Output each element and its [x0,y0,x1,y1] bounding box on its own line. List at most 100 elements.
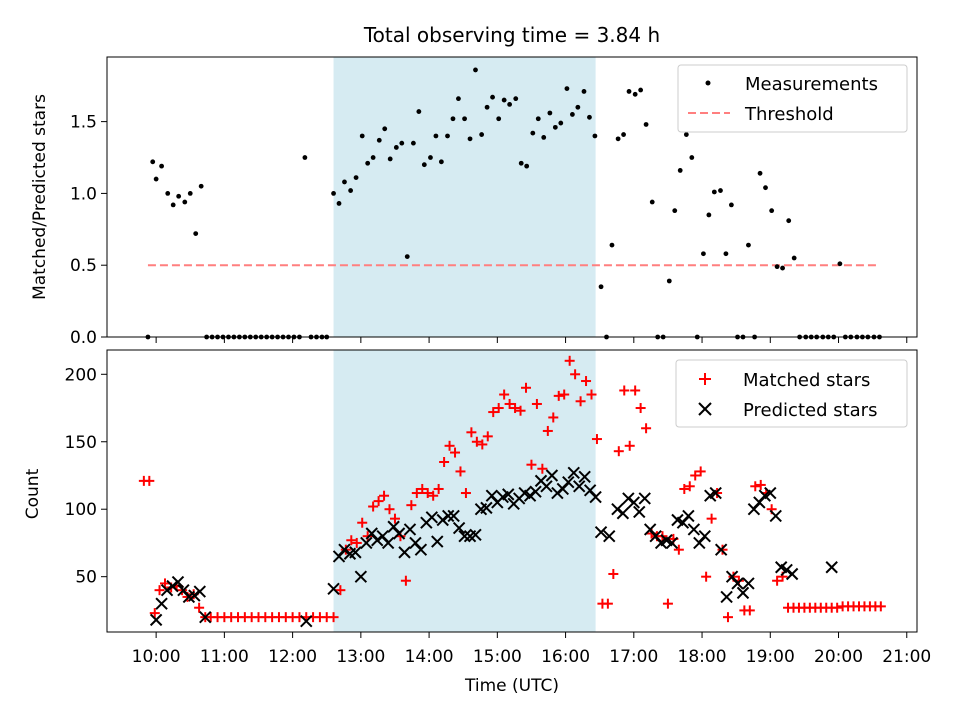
measurement-point [683,132,689,137]
predicted-point [398,546,411,559]
bottom-axes-frame [106,349,918,633]
matched-point [433,483,444,494]
predicted-point [665,536,679,550]
matched-point [750,481,761,492]
matched-point [531,398,542,409]
predicted-point [720,590,733,604]
measurement-point [513,96,519,102]
legend-matched-marker [699,373,711,385]
x-tick-label: 14:00 [405,647,454,667]
y-tick-label: 0.5 [70,256,97,276]
measurement-point [382,126,388,132]
matched-point [384,504,395,515]
x-tick-label: 19:00 [746,647,795,667]
predicted-point [171,575,185,589]
measurement-point [342,179,347,185]
predicted-point [193,585,207,598]
x-tick-label: 17:00 [609,647,658,667]
predicted-point [589,490,602,504]
measurement-point [592,133,598,139]
measurement-point [638,87,644,93]
measurement-point [399,140,405,146]
matched-point [194,602,205,613]
matched-point [144,475,155,486]
matched-point [559,389,570,400]
measurement-point [376,137,382,143]
measurement-point [530,130,536,136]
measurement-point [677,168,683,173]
measurement-point [558,120,564,126]
predicted-point [785,567,799,581]
measurement-point [467,136,473,142]
predicted-point [633,505,646,519]
x-tick-label: 11:00 [200,647,249,667]
top-legend[interactable]: Measurements Threshold [677,64,908,133]
measurement-point [387,156,393,162]
measurement-point [393,145,399,150]
matched-point [690,470,701,481]
predicted-point [603,529,616,543]
measurement-point [569,112,575,117]
measurement-point [473,67,478,73]
matched-point [744,605,755,616]
matched-point [439,456,450,467]
y-tick-label: 200 [65,365,97,385]
legend-predicted-label: Predicted stars [743,400,877,421]
matched-point [635,403,646,414]
matched-point [608,568,619,579]
chart-title: Total observing time = 3.84 h [363,23,660,47]
predicted-point [392,527,406,540]
matched-point [406,500,417,511]
x-tick-label: 12:00 [268,647,317,667]
matched-point [515,405,526,416]
measurement-point [348,188,354,193]
measurement-point [445,133,450,139]
matched-point [471,436,482,447]
matched-point [695,466,706,477]
matched-point [564,355,575,366]
bottom-legend[interactable]: Matched stars Predicted stars [675,359,908,428]
measurement-point [507,101,513,107]
measurement-point [723,251,729,257]
measurement-point [666,278,672,284]
predicted-point [567,466,580,479]
matched-point [613,446,624,457]
predicted-point [731,577,744,590]
predicted-point [698,529,711,543]
measurement-point [176,193,182,199]
measurement-point [649,199,655,205]
y-tick-label: 1.0 [70,184,97,204]
measurement-point [496,116,502,122]
predicted-point [349,546,362,559]
measurement-point [757,170,763,176]
measurement-point [433,133,439,139]
matched-point [482,431,493,442]
predicted-point [360,536,373,550]
x-tick-label: 13:00 [336,647,385,667]
predicted-points [149,466,838,628]
matched-point [537,463,548,474]
measurement-point [410,140,416,146]
measurement-point [632,91,638,97]
measurement-point [198,183,204,189]
matched-point [619,385,630,396]
matched-point [499,389,510,400]
predicted-point [403,523,417,536]
matched-point [520,382,531,393]
matched-point [832,602,843,613]
top-y-axis-label: Matched/Predicted stars [30,94,50,300]
measurement-point [672,208,678,214]
matched-point [772,575,783,586]
measurement-point [462,116,467,122]
measurement-point [421,162,427,168]
matched-point [149,608,160,619]
measurement-point [587,114,592,120]
matched-point [488,407,499,418]
predicted-point [199,610,212,624]
measurement-point [490,94,495,100]
measurement-point [786,218,792,224]
matched-point [154,585,165,596]
matched-point [570,369,581,380]
measurement-point [746,242,751,248]
